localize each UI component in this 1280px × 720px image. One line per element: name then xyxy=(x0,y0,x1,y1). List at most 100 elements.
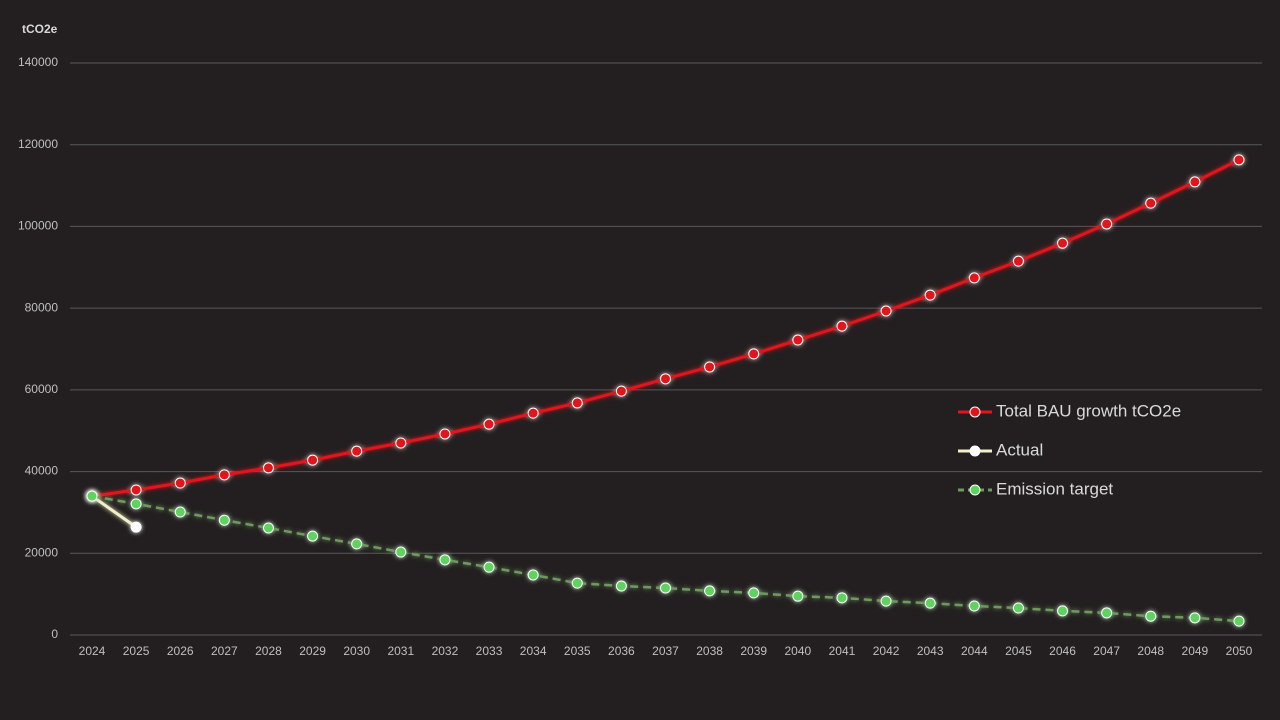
data-point xyxy=(395,437,407,449)
x-tick-label: 2046 xyxy=(1049,644,1076,658)
x-tick-label: 2045 xyxy=(1005,644,1032,658)
data-point xyxy=(1233,615,1245,627)
x-tick-label: 2047 xyxy=(1093,644,1120,658)
data-point xyxy=(262,462,274,474)
series xyxy=(86,490,1245,627)
legend-marker xyxy=(969,406,981,418)
data-point xyxy=(307,454,319,466)
y-tick-label: 100000 xyxy=(18,219,58,233)
data-point xyxy=(748,348,760,360)
data-point xyxy=(660,373,671,385)
legend-marker xyxy=(969,445,981,457)
data-point xyxy=(660,582,671,594)
data-point xyxy=(218,514,230,526)
data-point xyxy=(218,469,230,481)
x-tick-label: 2025 xyxy=(123,644,150,658)
data-point xyxy=(1189,612,1201,624)
legend-label: Emission target xyxy=(996,479,1113,498)
data-point xyxy=(968,600,980,612)
data-point xyxy=(792,334,804,346)
data-point xyxy=(571,577,583,589)
x-tick-label: 2041 xyxy=(829,644,856,658)
data-point xyxy=(527,407,539,419)
data-point xyxy=(130,521,142,533)
data-point xyxy=(439,428,451,440)
x-tick-label: 2028 xyxy=(255,644,282,658)
x-tick-label: 2036 xyxy=(608,644,635,658)
data-point xyxy=(351,445,363,457)
data-point xyxy=(1012,255,1024,267)
series xyxy=(86,154,1245,502)
data-point xyxy=(1057,605,1069,617)
x-tick-label: 2035 xyxy=(564,644,591,658)
x-tick-label: 2030 xyxy=(343,644,370,658)
x-tick-label: 2026 xyxy=(167,644,194,658)
data-point xyxy=(1145,610,1157,622)
data-point xyxy=(130,498,142,510)
y-tick-label: 60000 xyxy=(25,382,59,396)
data-point xyxy=(836,592,848,604)
data-point xyxy=(1012,602,1024,614)
x-tick-label: 2050 xyxy=(1226,644,1253,658)
x-tick-label: 2049 xyxy=(1182,644,1209,658)
x-tick-label: 2042 xyxy=(873,644,900,658)
y-tick-label: 40000 xyxy=(25,464,59,478)
x-tick-label: 2037 xyxy=(652,644,679,658)
legend-label: Actual xyxy=(996,440,1043,459)
x-tick-label: 2031 xyxy=(387,644,414,658)
x-tick-label: 2040 xyxy=(784,644,811,658)
data-point xyxy=(174,477,186,489)
data-point xyxy=(86,490,98,502)
data-point xyxy=(1189,176,1201,188)
x-tick-label: 2039 xyxy=(740,644,767,658)
data-point xyxy=(174,506,186,518)
data-point xyxy=(704,361,716,373)
data-point xyxy=(1145,197,1157,209)
data-point xyxy=(924,597,936,609)
data-point xyxy=(1233,154,1245,166)
x-tick-label: 2048 xyxy=(1137,644,1164,658)
data-point xyxy=(439,554,451,566)
data-point xyxy=(262,522,274,534)
data-point xyxy=(1057,237,1069,249)
legend-marker xyxy=(969,484,981,496)
data-point xyxy=(307,530,319,542)
data-point xyxy=(615,385,627,397)
y-tick-label: 0 xyxy=(51,627,58,641)
x-tick-label: 2043 xyxy=(917,644,944,658)
x-tick-label: 2034 xyxy=(520,644,547,658)
data-point xyxy=(1101,218,1113,230)
x-tick-label: 2029 xyxy=(299,644,326,658)
data-point xyxy=(704,585,716,597)
series-line xyxy=(91,494,137,529)
data-point xyxy=(968,272,980,284)
data-point xyxy=(1101,607,1113,619)
x-tick-label: 2038 xyxy=(696,644,723,658)
data-point xyxy=(836,320,848,332)
data-point xyxy=(395,546,407,558)
data-point xyxy=(571,397,583,409)
y-axis-label: tCO2e xyxy=(22,22,58,36)
data-point xyxy=(351,538,363,550)
x-tick-label: 2033 xyxy=(476,644,503,658)
data-point xyxy=(924,289,936,301)
data-point xyxy=(880,595,892,607)
legend-label: Total BAU growth tCO2e xyxy=(996,401,1181,420)
data-point xyxy=(748,587,760,599)
x-tick-label: 2044 xyxy=(961,644,988,658)
x-tick-label: 2024 xyxy=(79,644,106,658)
y-tick-label: 20000 xyxy=(25,545,59,559)
y-tick-label: 80000 xyxy=(25,300,59,314)
data-point xyxy=(130,484,142,496)
data-point xyxy=(792,590,804,602)
x-tick-label: 2027 xyxy=(211,644,238,658)
data-point xyxy=(527,569,539,581)
data-point xyxy=(483,418,495,430)
y-tick-label: 140000 xyxy=(18,55,58,69)
y-tick-label: 120000 xyxy=(18,137,58,151)
data-point xyxy=(615,580,627,592)
x-tick-label: 2032 xyxy=(432,644,459,658)
series-line xyxy=(91,158,1240,498)
